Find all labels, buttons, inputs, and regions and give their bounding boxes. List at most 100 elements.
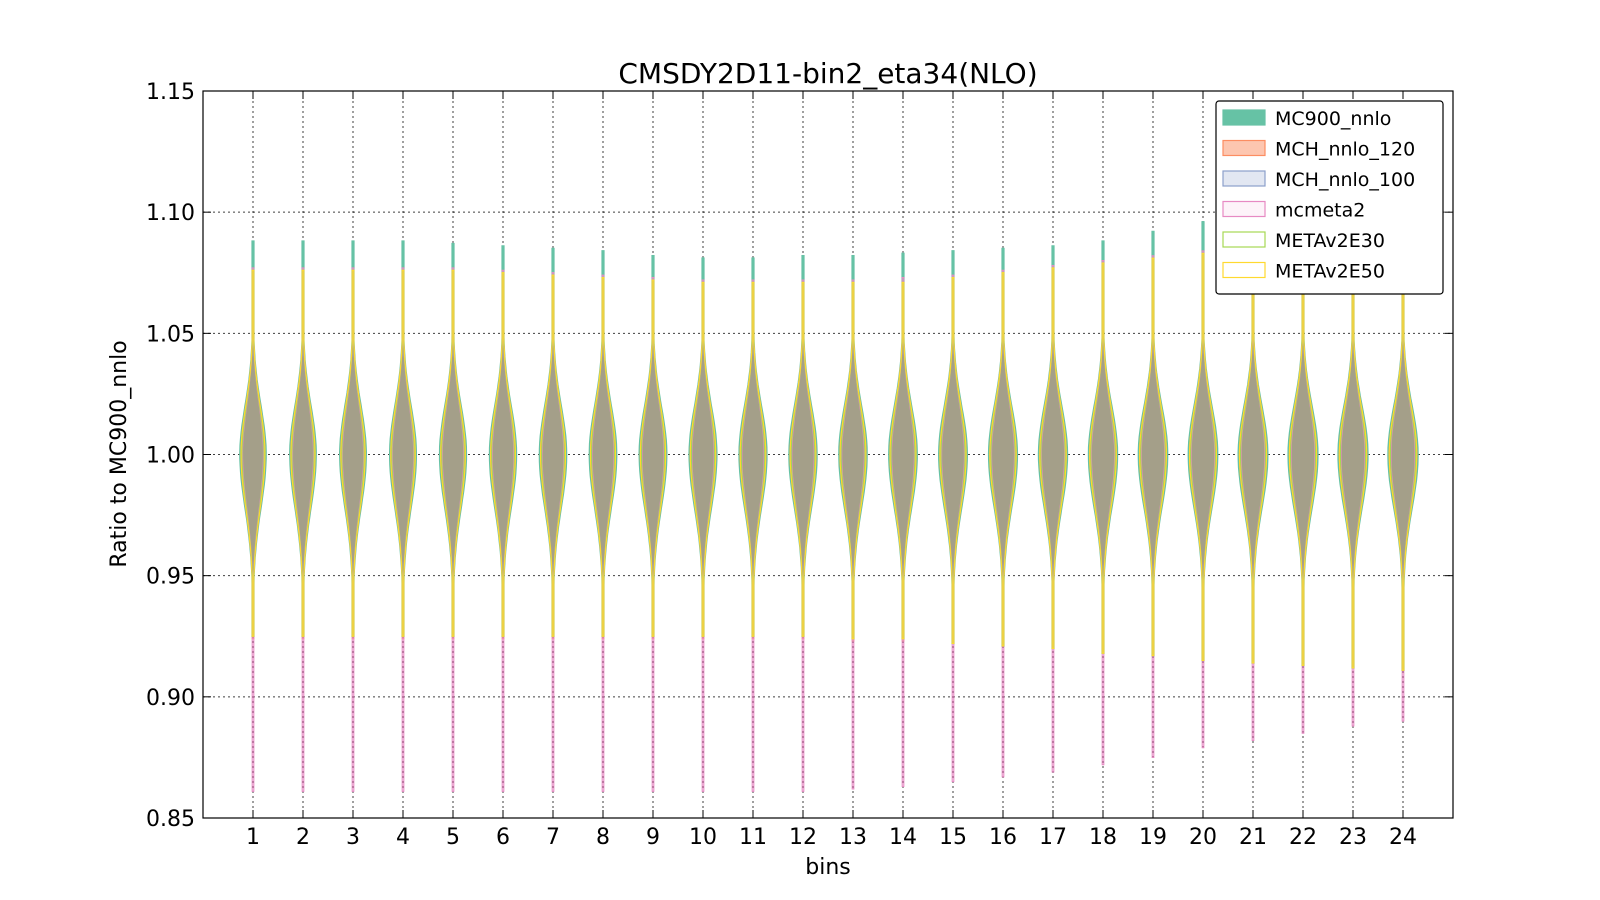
violin-body bbox=[839, 255, 867, 639]
violin-METAv2E50 bbox=[939, 277, 967, 645]
legend-label-MC900_nnlo: MC900_nnlo bbox=[1275, 108, 1391, 130]
violin-bin-5 bbox=[438, 242, 468, 792]
violin-bin-18 bbox=[1087, 240, 1119, 766]
violin-bin-10 bbox=[688, 257, 718, 792]
legend-label-MCH_nnlo_100: MCH_nnlo_100 bbox=[1275, 169, 1415, 191]
x-tick-label: 20 bbox=[1189, 825, 1217, 850]
y-tick-label: 1.10 bbox=[146, 201, 195, 226]
x-tick-label: 6 bbox=[496, 825, 510, 850]
violin-METAv2E50 bbox=[1388, 233, 1418, 671]
violin-MC900_nnlo bbox=[588, 250, 618, 637]
legend-label-MCH_nnlo_120: MCH_nnlo_120 bbox=[1275, 139, 1415, 161]
violin-bin-9 bbox=[638, 255, 668, 792]
violin-MC900_nnlo bbox=[1037, 245, 1069, 650]
violin-METAv2E50 bbox=[539, 274, 567, 637]
x-tick-label: 10 bbox=[689, 825, 717, 850]
legend-label-METAv2E30: METAv2E30 bbox=[1275, 230, 1385, 252]
violin-bin-12 bbox=[788, 255, 818, 792]
legend-swatch-METAv2E50 bbox=[1222, 261, 1266, 279]
y-tick-label: 0.85 bbox=[146, 807, 195, 832]
x-tick-label: 2 bbox=[296, 825, 310, 850]
violin-body bbox=[240, 241, 266, 637]
violin-body bbox=[390, 241, 416, 637]
violin-bin-13 bbox=[838, 255, 868, 790]
violin-METAv2E50 bbox=[1089, 262, 1117, 654]
legend-box bbox=[1215, 100, 1444, 295]
violin-METAv2E50 bbox=[789, 281, 817, 637]
violin-body bbox=[789, 255, 817, 637]
violin-MC900_nnlo bbox=[438, 242, 468, 637]
violin-METAv2E50 bbox=[639, 279, 667, 637]
x-tick-label: 8 bbox=[596, 825, 610, 850]
violin-body bbox=[739, 258, 767, 637]
violin-bin-16 bbox=[987, 247, 1019, 778]
violin-body bbox=[340, 241, 366, 637]
violin-MC900_nnlo bbox=[338, 240, 368, 637]
violin-METAv2E50 bbox=[290, 269, 316, 637]
violin-body bbox=[1238, 212, 1268, 663]
violin-body bbox=[540, 248, 566, 637]
chart-title: CMSDY2D11-bin2_eta34(NLO) bbox=[618, 57, 1037, 90]
x-tick-label: 23 bbox=[1339, 825, 1367, 850]
violin-METAv2E50 bbox=[1188, 252, 1218, 662]
x-tick-label: 12 bbox=[789, 825, 817, 850]
violin-body bbox=[440, 243, 466, 637]
legend-label-METAv2E50: METAv2E50 bbox=[1275, 261, 1385, 283]
x-tick-label: 3 bbox=[346, 825, 360, 850]
violin-bin-6 bbox=[488, 245, 518, 792]
violin-body bbox=[689, 258, 717, 637]
x-tick-label: 22 bbox=[1289, 825, 1317, 850]
violin-METAv2E50 bbox=[390, 269, 416, 637]
violin-METAv2E50 bbox=[889, 281, 917, 640]
violin-METAv2E50 bbox=[839, 281, 867, 640]
violin-METAv2E50 bbox=[689, 281, 717, 637]
violin-bin-2 bbox=[289, 240, 317, 792]
violin-METAv2E50 bbox=[1139, 257, 1167, 657]
violin-body bbox=[589, 250, 617, 637]
x-tick-label: 9 bbox=[646, 825, 660, 850]
x-tick-label: 19 bbox=[1139, 825, 1167, 850]
legend-label-mcmeta2: mcmeta2 bbox=[1275, 200, 1365, 222]
violin-body bbox=[1139, 231, 1167, 656]
legend-swatch-MC900_nnlo bbox=[1222, 109, 1266, 126]
violin-body bbox=[989, 248, 1017, 646]
violin-METAv2E50 bbox=[989, 272, 1017, 647]
violin-body bbox=[490, 246, 516, 637]
x-tick-label: 18 bbox=[1089, 825, 1117, 850]
violin-bin-3 bbox=[338, 240, 368, 792]
x-tick-label: 4 bbox=[396, 825, 410, 850]
violin-METAv2E50 bbox=[739, 281, 767, 637]
violin-METAv2E50 bbox=[340, 269, 366, 637]
x-tick-label: 1 bbox=[246, 825, 260, 850]
violin-bin-8 bbox=[588, 250, 618, 792]
violin-bin-14 bbox=[888, 252, 918, 788]
x-tick-label: 13 bbox=[839, 825, 867, 850]
x-tick-label: 16 bbox=[989, 825, 1017, 850]
violin-body bbox=[1388, 175, 1418, 671]
violin-METAv2E50 bbox=[589, 277, 617, 637]
x-tick-label: 24 bbox=[1389, 825, 1417, 850]
y-axis-label: Ratio to MC900_nnlo bbox=[107, 340, 132, 567]
legend-swatch-METAv2E30 bbox=[1222, 231, 1266, 248]
y-tick-label: 0.90 bbox=[146, 686, 195, 711]
violins bbox=[239, 175, 1419, 792]
violin-body bbox=[1288, 200, 1318, 666]
violin-MC900_nnlo bbox=[937, 250, 969, 645]
violin-bin-11 bbox=[738, 257, 768, 792]
violin-body bbox=[639, 255, 667, 637]
y-tick-label: 0.95 bbox=[146, 565, 195, 590]
x-tick-label: 5 bbox=[446, 825, 460, 850]
axis-ticks: 0.850.900.951.001.051.101.151 2 3 4 5 6 7 8 9 10 1… bbox=[146, 80, 1453, 850]
y-tick-label: 1.15 bbox=[146, 80, 195, 105]
violin-METAv2E50 bbox=[1338, 238, 1368, 669]
violin-METAv2E50 bbox=[1238, 247, 1268, 664]
violin-bin-15 bbox=[937, 250, 969, 783]
violin-MC900_nnlo bbox=[788, 255, 818, 637]
violin-METAv2E50 bbox=[240, 269, 266, 637]
x-tick-label: 17 bbox=[1039, 825, 1067, 850]
violin-body bbox=[1039, 246, 1067, 649]
violin-body bbox=[1338, 187, 1368, 668]
legend-swatch-mcmeta2 bbox=[1222, 200, 1266, 218]
x-tick-label: 21 bbox=[1239, 825, 1267, 850]
violin-body bbox=[1089, 241, 1117, 654]
